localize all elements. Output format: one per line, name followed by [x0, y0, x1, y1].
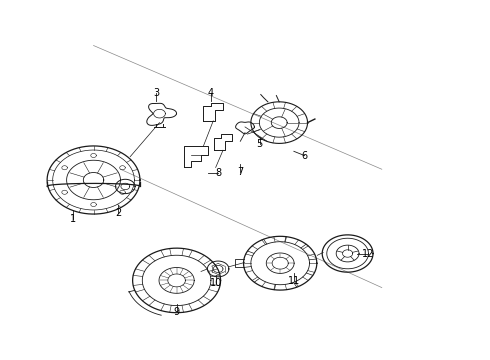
Text: 6: 6	[301, 150, 308, 161]
Text: 8: 8	[215, 168, 221, 178]
Text: 3: 3	[153, 88, 159, 98]
Text: 5: 5	[257, 139, 263, 149]
Text: 2: 2	[115, 208, 121, 218]
Text: 11: 11	[288, 276, 300, 286]
Text: 4: 4	[208, 88, 214, 98]
Text: 1: 1	[70, 215, 76, 224]
Text: 12: 12	[362, 248, 374, 258]
Text: 7: 7	[237, 167, 243, 177]
Text: 10: 10	[210, 278, 222, 288]
Text: 9: 9	[173, 307, 180, 316]
